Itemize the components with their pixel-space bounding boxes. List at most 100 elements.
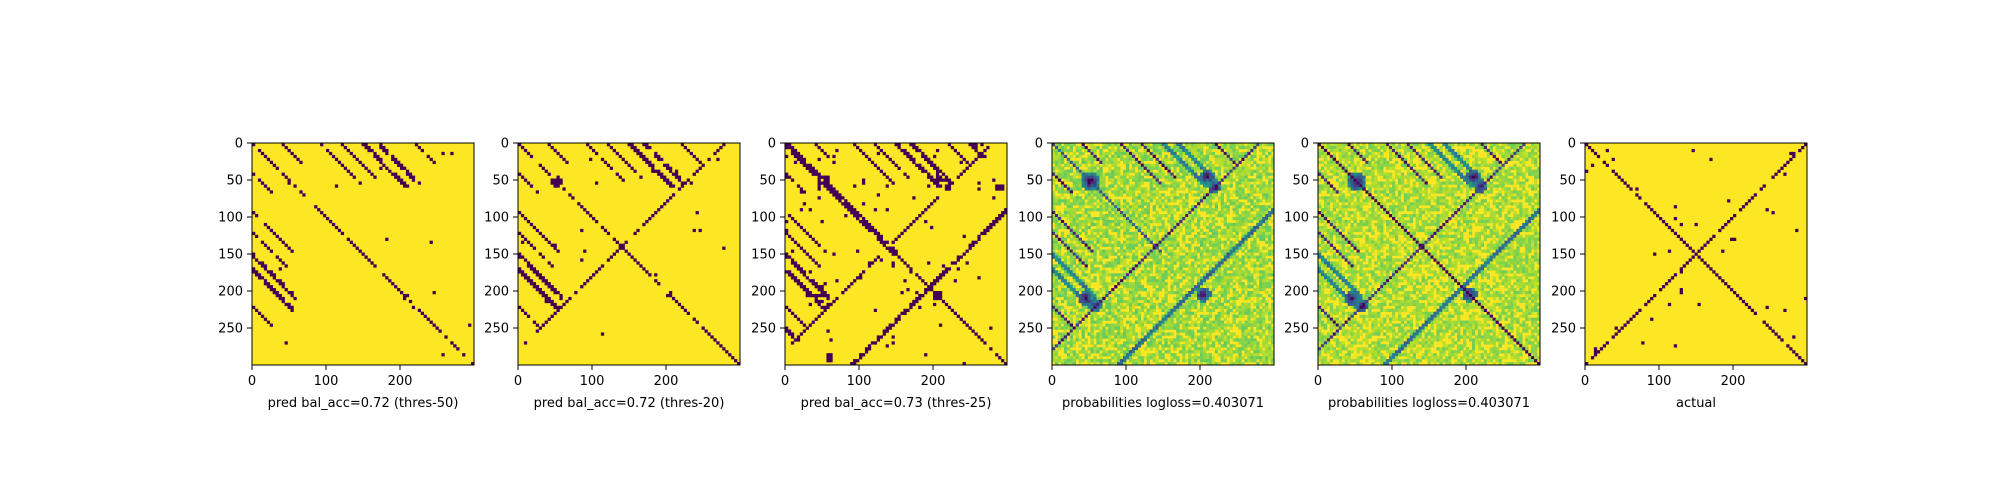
heatmap-cell bbox=[1143, 234, 1148, 239]
heatmap-cell bbox=[1232, 258, 1236, 262]
heatmap-cell bbox=[1090, 332, 1094, 336]
heatmap-cell bbox=[1271, 143, 1275, 147]
heatmap-cell bbox=[1194, 261, 1198, 265]
heatmap-cell bbox=[1217, 341, 1222, 345]
heatmap-cell bbox=[1262, 217, 1266, 221]
heatmap-cell bbox=[417, 308, 422, 313]
heatmap-cell bbox=[1235, 231, 1239, 236]
heatmap-cell bbox=[1123, 335, 1127, 339]
heatmap-cell bbox=[1205, 335, 1210, 339]
heatmap-cell bbox=[1244, 246, 1248, 250]
heatmap-cell bbox=[1241, 308, 1245, 313]
heatmap-cell bbox=[1197, 184, 1201, 188]
heatmap-cell bbox=[1179, 225, 1183, 230]
heatmap-cell bbox=[677, 178, 682, 182]
heatmap-cell bbox=[1140, 243, 1145, 247]
heatmap-cell bbox=[1200, 252, 1204, 256]
heatmap-cell bbox=[1084, 208, 1088, 212]
heatmap-cell bbox=[1229, 202, 1233, 206]
heatmap-cell bbox=[1072, 296, 1076, 301]
heatmap-cell bbox=[1208, 261, 1213, 265]
heatmap-cell bbox=[1217, 258, 1222, 262]
heatmap-cell bbox=[1128, 282, 1133, 286]
heatmap-cell bbox=[1173, 302, 1177, 307]
heatmap-cell bbox=[1090, 270, 1094, 274]
heatmap-cell bbox=[1143, 335, 1148, 339]
heatmap-cell bbox=[1069, 350, 1074, 354]
heatmap-cell bbox=[1158, 264, 1162, 268]
heatmap-cell bbox=[1250, 273, 1254, 277]
heatmap-cell bbox=[1075, 237, 1079, 241]
heatmap-cell bbox=[1134, 276, 1139, 280]
heatmap-cell bbox=[1111, 261, 1115, 265]
heatmap-cell bbox=[394, 157, 398, 162]
heatmap-cell bbox=[1096, 246, 1100, 250]
heatmap-cell bbox=[980, 231, 984, 236]
heatmap-cell bbox=[1120, 279, 1124, 283]
heatmap-cell bbox=[1155, 323, 1159, 327]
heatmap-cell bbox=[1084, 202, 1088, 206]
heatmap-cell bbox=[1131, 217, 1136, 221]
heatmap-cell bbox=[793, 338, 798, 342]
heatmap-cell bbox=[1140, 151, 1145, 156]
heatmap-cell bbox=[1137, 222, 1142, 227]
heatmap-cell bbox=[965, 323, 969, 327]
heatmap-cell bbox=[1072, 267, 1076, 271]
heatmap-cell bbox=[1194, 305, 1198, 310]
heatmap-cell bbox=[1123, 228, 1127, 233]
heatmap-cell bbox=[841, 196, 845, 200]
heatmap-cell bbox=[1244, 234, 1248, 239]
heatmap-cell bbox=[1167, 302, 1171, 307]
heatmap-cell bbox=[1114, 291, 1118, 295]
heatmap-cell bbox=[1087, 311, 1091, 315]
heatmap-cell bbox=[1161, 225, 1165, 230]
heatmap-cell bbox=[1111, 350, 1115, 354]
heatmap-cell bbox=[1057, 246, 1062, 250]
heatmap-cell bbox=[1202, 240, 1207, 244]
heatmap-cell bbox=[1099, 273, 1103, 277]
heatmap-cell bbox=[1185, 332, 1189, 336]
heatmap-cell bbox=[1217, 299, 1222, 304]
heatmap-cell bbox=[1182, 148, 1186, 153]
heatmap-cell bbox=[1173, 193, 1177, 197]
heatmap-cell bbox=[1238, 181, 1242, 185]
heatmap-cell bbox=[1060, 145, 1065, 150]
heatmap-cell bbox=[1170, 332, 1174, 336]
heatmap-cell bbox=[1205, 211, 1210, 215]
heatmap-cell bbox=[1149, 308, 1153, 313]
heatmap-cell bbox=[1060, 175, 1065, 179]
heatmap-cell bbox=[1060, 255, 1065, 259]
heatmap-cell bbox=[1265, 166, 1269, 170]
heatmap-cell bbox=[1179, 320, 1183, 324]
heatmap-cell bbox=[885, 240, 889, 244]
heatmap-cell bbox=[1164, 288, 1168, 292]
heatmap-cell bbox=[1066, 243, 1071, 247]
heatmap-cell bbox=[1143, 338, 1148, 342]
heatmap-cell bbox=[1081, 288, 1085, 292]
heatmap-cell bbox=[953, 261, 957, 265]
heatmap-cell bbox=[980, 154, 984, 159]
heatmap-cell bbox=[364, 166, 368, 170]
heatmap-cell bbox=[1099, 211, 1103, 215]
heatmap-cell bbox=[1226, 172, 1230, 176]
heatmap-cell bbox=[1143, 273, 1148, 277]
heatmap-cell bbox=[1244, 205, 1248, 209]
heatmap-cell bbox=[1054, 219, 1059, 224]
heatmap-cell bbox=[1111, 302, 1115, 307]
heatmap-cell bbox=[1223, 178, 1227, 182]
heatmap-cell bbox=[1220, 184, 1224, 188]
heatmap-cell bbox=[1161, 326, 1165, 330]
heatmap-cell bbox=[1250, 252, 1254, 256]
heatmap-cell bbox=[1208, 288, 1213, 292]
heatmap-cell bbox=[627, 252, 631, 256]
heatmap-cell bbox=[826, 175, 830, 179]
heatmap-cell bbox=[790, 148, 795, 153]
heatmap-cell bbox=[1179, 157, 1183, 162]
heatmap-cell bbox=[683, 308, 688, 313]
heatmap-cell bbox=[1173, 252, 1177, 256]
heatmap-cell bbox=[1093, 305, 1097, 310]
heatmap-cell bbox=[1244, 237, 1248, 241]
heatmap-cell bbox=[906, 308, 910, 313]
heatmap-cell bbox=[1268, 187, 1272, 191]
heatmap-cell bbox=[1253, 190, 1257, 194]
